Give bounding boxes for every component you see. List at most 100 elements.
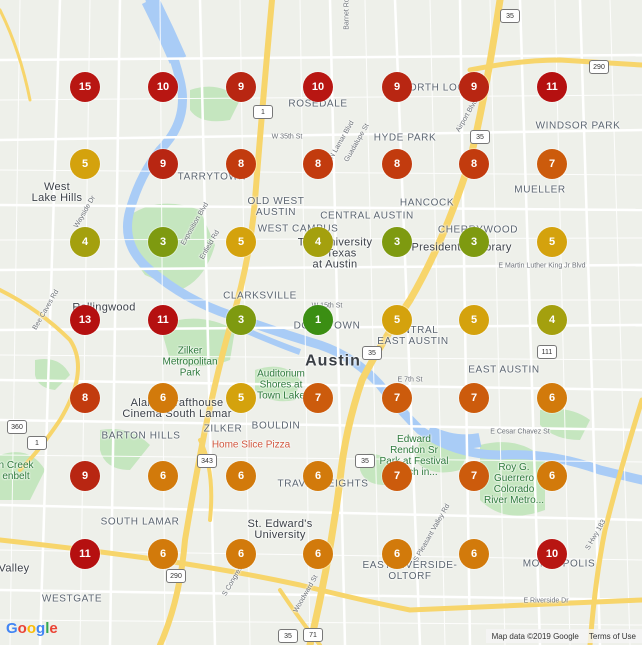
map-label: HYDE PARK xyxy=(373,132,437,144)
count-marker[interactable]: 4 xyxy=(70,227,100,257)
count-marker[interactable]: 6 xyxy=(303,461,333,491)
map-label: The University of Texas at Austin xyxy=(297,236,373,271)
count-marker[interactable]: 6 xyxy=(459,539,489,569)
highway-shield-icon: 290 xyxy=(166,569,186,583)
map-label: HANCOCK xyxy=(399,197,455,209)
logo-letter: g xyxy=(36,620,46,637)
count-marker[interactable]: 8 xyxy=(303,149,333,179)
logo-letter: e xyxy=(49,620,58,637)
count-marker[interactable]: 7 xyxy=(382,383,412,413)
count-marker[interactable]: 9 xyxy=(70,461,100,491)
count-marker[interactable]: 9 xyxy=(459,72,489,102)
count-marker[interactable]: 6 xyxy=(537,383,567,413)
count-marker[interactable]: 8 xyxy=(459,149,489,179)
count-marker[interactable]: 5 xyxy=(226,383,256,413)
count-marker[interactable]: 7 xyxy=(537,149,567,179)
map-label: Austin xyxy=(305,352,361,370)
count-marker[interactable]: 10 xyxy=(148,72,178,102)
map-label: Zilker Metropolitan Park xyxy=(162,345,218,379)
map-label: St. Edward's University xyxy=(247,518,313,541)
map-data-attribution: Map data ©2019 Google xyxy=(491,631,579,641)
highway-shield-icon: 360 xyxy=(7,420,27,434)
highway-shield-icon: 35 xyxy=(362,346,382,360)
highway-shield-icon: 35 xyxy=(470,130,490,144)
count-marker[interactable]: 15 xyxy=(70,72,100,102)
count-marker[interactable]: 5 xyxy=(382,305,412,335)
count-marker[interactable]: 7 xyxy=(459,383,489,413)
count-marker[interactable]: 4 xyxy=(537,305,567,335)
map-label: Rollingwood xyxy=(72,301,136,314)
map-label: Roy G. Guerrero Colorado River Metro... xyxy=(483,462,545,506)
map-label: Auditorium Shores at Town Lake xyxy=(257,368,305,402)
count-marker[interactable]: 3 xyxy=(226,305,256,335)
count-marker[interactable]: 6 xyxy=(537,461,567,491)
map-label: BOULDIN xyxy=(251,420,301,432)
count-marker[interactable]: 9 xyxy=(382,72,412,102)
highway-shield-icon: 1 xyxy=(253,105,273,119)
map-label: W 35th St xyxy=(271,133,303,141)
count-marker[interactable]: 3 xyxy=(459,227,489,257)
map-label: E Martin Luther King Jr Blvd xyxy=(498,262,586,270)
highway-shield-icon: 35 xyxy=(278,629,298,643)
map-label: E 7th St xyxy=(397,376,423,384)
logo-letter: l xyxy=(45,620,50,637)
map-label: EAST AUSTIN xyxy=(468,364,540,376)
count-marker[interactable]: 6 xyxy=(382,539,412,569)
count-marker[interactable]: 4 xyxy=(303,227,333,257)
count-marker[interactable]: 7 xyxy=(382,461,412,491)
count-marker[interactable]: 5 xyxy=(226,227,256,257)
map-label: SOUTH LAMAR xyxy=(100,516,180,528)
map-label: E Cesar Chavez St xyxy=(490,428,550,436)
map-label: WESTGATE xyxy=(41,593,103,605)
count-marker[interactable]: 3 xyxy=(382,227,412,257)
map-label: ROSEDALE xyxy=(288,98,348,110)
map-label: Home Slice Pizza xyxy=(211,439,291,451)
logo-letter: G xyxy=(6,620,18,637)
map-label: E Riverside Dr xyxy=(523,597,569,605)
count-marker[interactable]: 6 xyxy=(226,461,256,491)
map-label: W 15th St xyxy=(311,302,343,310)
map-label: CENTRAL AUSTIN xyxy=(320,210,414,222)
count-marker[interactable]: 1 xyxy=(303,305,333,335)
count-marker[interactable]: 11 xyxy=(537,72,567,102)
count-marker[interactable]: 10 xyxy=(303,72,333,102)
count-marker[interactable]: 3 xyxy=(148,227,178,257)
count-marker[interactable]: 6 xyxy=(148,383,178,413)
count-marker[interactable]: 7 xyxy=(303,383,333,413)
map-label: Barnet Rd xyxy=(343,0,351,30)
count-marker[interactable]: 9 xyxy=(148,149,178,179)
count-marker[interactable]: 11 xyxy=(70,539,100,569)
count-marker[interactable]: 6 xyxy=(148,539,178,569)
logo-letter: o xyxy=(17,620,27,637)
map-footer: Map data ©2019 Google Terms of Use xyxy=(485,629,642,643)
count-marker[interactable]: 8 xyxy=(226,149,256,179)
map-label: MUELLER xyxy=(514,184,566,196)
count-marker[interactable]: 7 xyxy=(459,461,489,491)
count-marker[interactable]: 5 xyxy=(459,305,489,335)
google-logo[interactable]: Google xyxy=(6,620,58,637)
map-label: OLD WEST AUSTIN xyxy=(247,196,305,218)
highway-shield-icon: 35 xyxy=(355,454,375,468)
map-label: ZILKER xyxy=(203,423,243,435)
count-marker[interactable]: 6 xyxy=(148,461,178,491)
count-marker[interactable]: 13 xyxy=(70,305,100,335)
count-marker[interactable]: 5 xyxy=(70,149,100,179)
map-label: n Creek enbelt xyxy=(0,460,34,482)
count-marker[interactable]: 8 xyxy=(70,383,100,413)
count-marker[interactable]: 10 xyxy=(537,539,567,569)
map-label: WINDSOR PARK xyxy=(535,120,621,132)
count-marker[interactable]: 6 xyxy=(303,539,333,569)
count-marker[interactable]: 5 xyxy=(537,227,567,257)
map-label: EAST RIVERSIDE- OLTORF xyxy=(362,560,458,582)
count-marker[interactable]: 6 xyxy=(226,539,256,569)
map-label: NORTH LOOP xyxy=(401,82,473,94)
map-label: Valley xyxy=(0,562,30,575)
count-marker[interactable]: 8 xyxy=(382,149,412,179)
terms-of-use-link[interactable]: Terms of Use xyxy=(588,631,636,641)
map-label: WEST CAMPUS xyxy=(257,223,339,235)
count-marker[interactable]: 11 xyxy=(148,305,178,335)
map-label: BARTON HILLS xyxy=(101,430,181,442)
count-marker[interactable]: 9 xyxy=(226,72,256,102)
highway-shield-icon: 111 xyxy=(537,345,557,359)
